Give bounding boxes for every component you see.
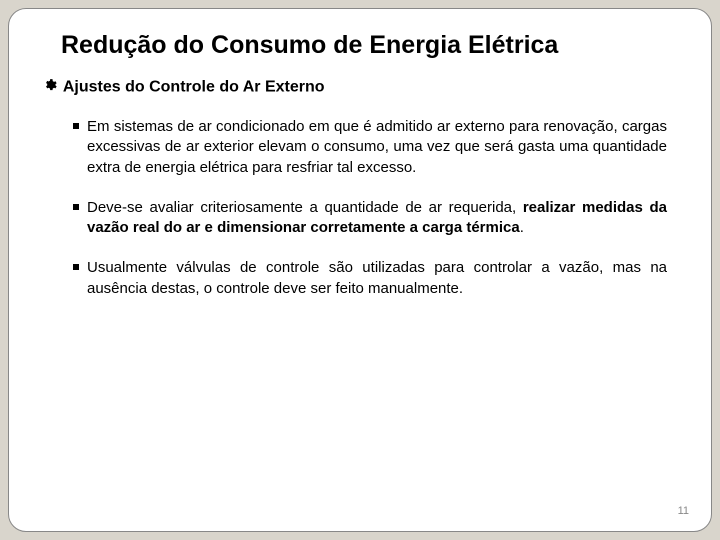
text-run: .	[520, 219, 524, 236]
text-run: Em sistemas de ar condicionado em que é …	[87, 118, 667, 176]
text-run: Usualmente válvulas de controle são util…	[87, 259, 667, 296]
slide-title: Redução do Consumo de Energia Elétrica	[43, 31, 677, 60]
bullet-item: Deve-se avaliar criteriosamente a quanti…	[73, 198, 667, 239]
text-run: Deve-se avaliar criteriosamente a quanti…	[87, 199, 523, 216]
bullet-list: Em sistemas de ar condicionado em que é …	[43, 117, 677, 299]
gear-icon	[43, 78, 57, 97]
section-label: Ajustes do Controle do Ar Externo	[63, 79, 325, 96]
section-header: Ajustes do Controle do Ar Externo	[43, 78, 677, 97]
slide-card: Redução do Consumo de Energia Elétrica A…	[8, 8, 712, 532]
bullet-item: Usualmente válvulas de controle são util…	[73, 258, 667, 299]
bullet-item: Em sistemas de ar condicionado em que é …	[73, 117, 667, 178]
page-number: 11	[678, 505, 689, 517]
